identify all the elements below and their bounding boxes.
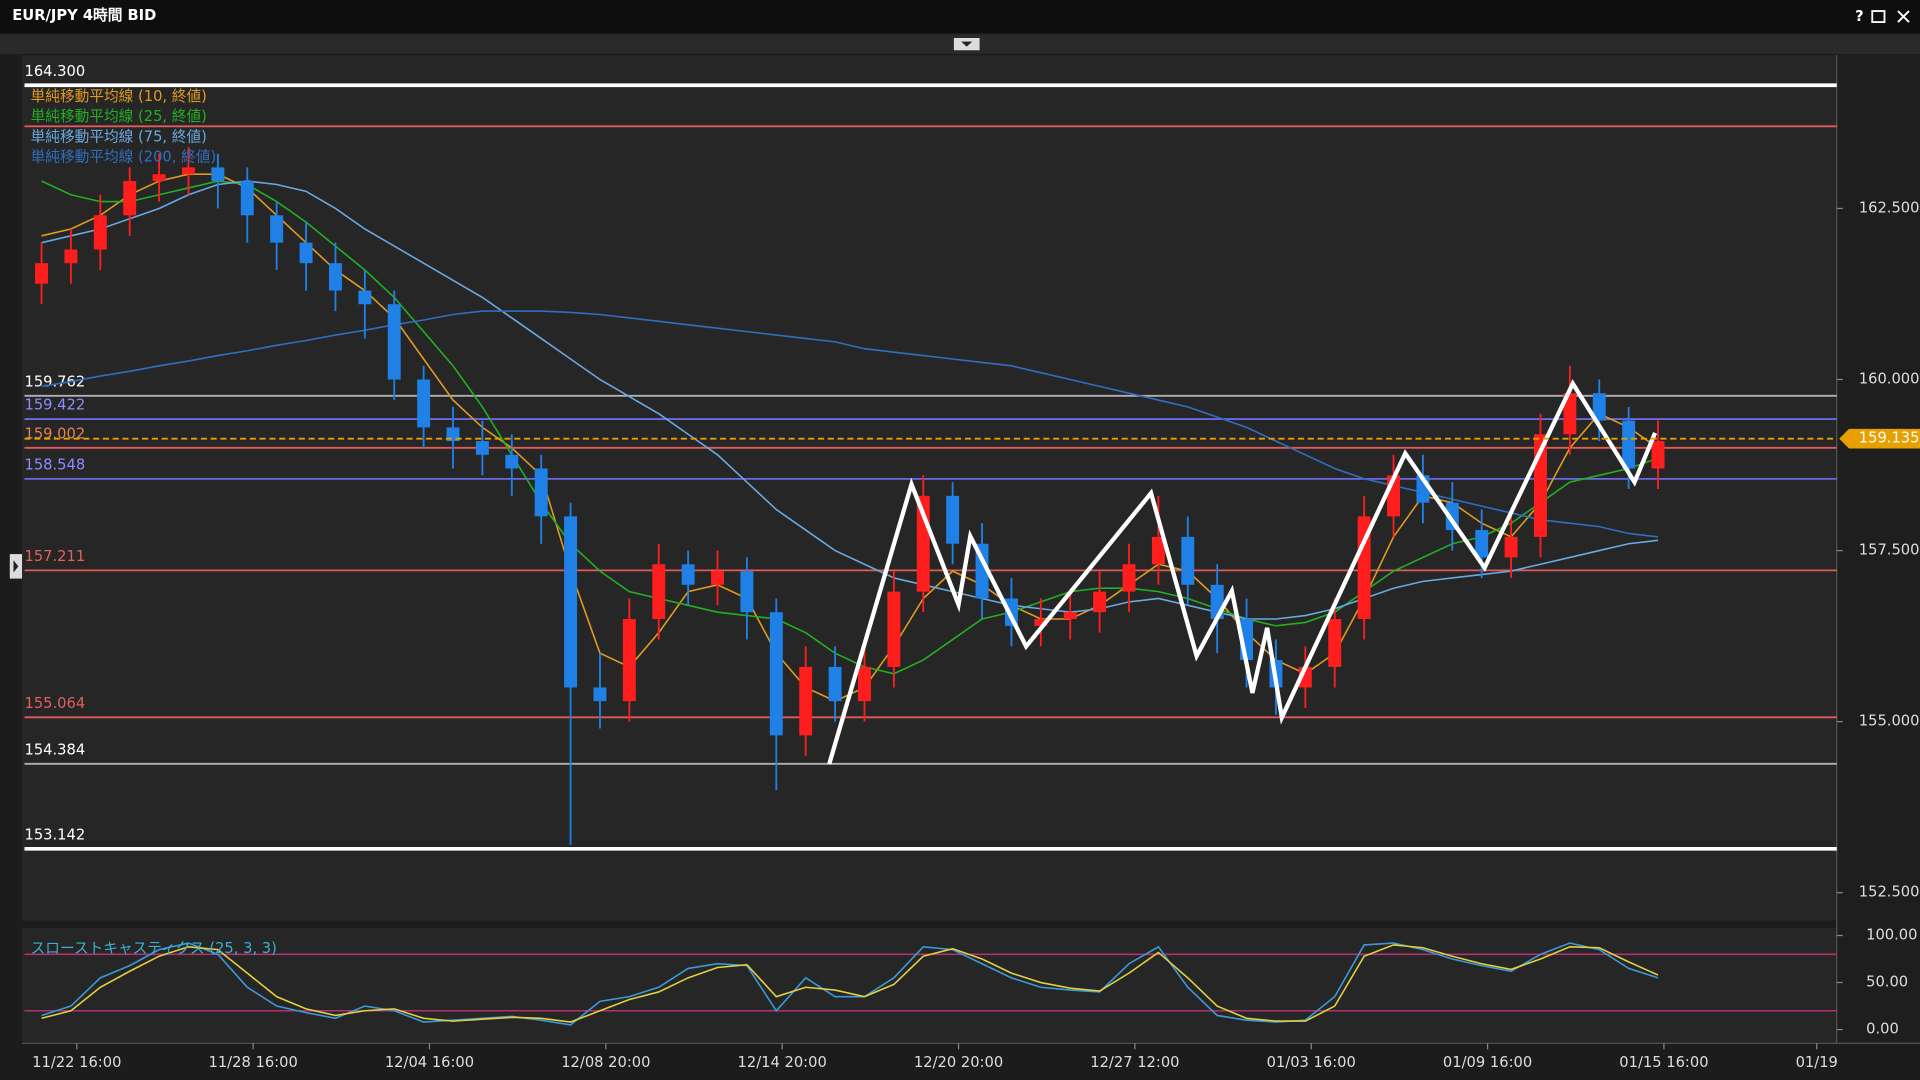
candle-body [769,612,783,736]
candle-body [681,564,695,585]
legend-entry: 単純移動平均線 (75, 終値) [31,128,207,145]
y-tick-label: 152.500 [1859,884,1920,901]
candle-body [799,666,813,736]
level-label: 164.300 [24,63,85,80]
legend-entry: 単純移動平均線 (25, 終値) [31,108,207,125]
candle-body [1034,619,1048,626]
window-title: EUR/JPY 4時間 BID [12,6,156,24]
x-tick-label: 01/15 16:00 [1619,1054,1708,1071]
close-button[interactable] [1897,10,1910,23]
level-label: 159.762 [24,373,85,390]
candle-body [858,666,871,702]
candle-body [475,441,489,455]
candle-body [711,571,724,585]
right-axis [1836,55,1920,1044]
stochastic-tick-label: 0.00 [1866,1021,1899,1038]
candle-body [1063,612,1077,620]
candle-body [887,591,901,667]
candle-body [1475,530,1489,558]
candle-body [64,249,78,264]
side-handle-arrow [13,560,19,573]
candle-body [505,454,519,469]
candle-body [387,304,401,380]
candle-body [1622,420,1636,469]
candle-body [299,242,313,264]
candle-body [182,167,195,175]
x-tick-label: 11/22 16:00 [32,1054,121,1071]
stochastic-title: スローストキャスティクス (25, 3, 3) [31,940,277,957]
candle-body [1563,393,1577,435]
x-tick-label: 12/04 16:00 [385,1054,474,1071]
candle-body [1181,536,1195,585]
candle-body [534,468,548,517]
x-tick-label: 11/28 16:00 [209,1054,298,1071]
candle-body [1122,564,1136,592]
moving-average [41,180,1659,675]
candle-body [1357,516,1371,620]
candle-body [328,263,342,291]
candle-body [1004,598,1018,626]
candle-body [93,215,107,250]
stochastic-line [41,944,1659,1023]
stochastic-tick-label: 50.00 [1866,974,1908,991]
legend-entry: 単純移動平均線 (10, 終値) [31,88,207,105]
candle-body [417,379,431,428]
y-tick-label: 160.000 [1859,371,1920,388]
help-button[interactable]: ? [1855,8,1864,25]
y-tick-label: 155.000 [1859,713,1920,730]
candle-body [740,571,754,613]
level-label: 157.211 [24,548,85,565]
candle-body [1651,441,1665,469]
legend-entry: 単純移動平均線 (200, 終値) [31,149,217,166]
zigzag-line [827,379,1658,765]
candle-body [123,181,137,216]
stochastic-tick-label: 100.00 [1866,927,1917,944]
x-tick-label: 01/09 16:00 [1443,1054,1532,1071]
collapse-arrow [961,41,973,47]
x-tick-label: 12/27 12:00 [1090,1054,1179,1071]
candle-body [240,181,254,216]
candle-body [564,516,578,688]
y-tick-label: 162.500 [1859,199,1920,216]
candle-body [446,427,460,442]
x-tick-label: 01/03 16:00 [1267,1054,1356,1071]
candle-body [35,263,49,284]
y-tick-label: 157.500 [1859,542,1920,559]
last-price-box [1839,428,1920,449]
candle-body [358,290,372,305]
maximize-button[interactable] [1871,10,1886,23]
stochastic-line [41,942,1659,1026]
x-tick-label: 12/20 20:00 [914,1054,1003,1071]
candle-body [1151,536,1165,565]
x-tick-label: 01/19 [1796,1054,1838,1071]
level-label: 158.548 [24,456,85,473]
level-label: 155.064 [24,695,85,712]
level-label: 153.142 [24,826,85,843]
level-label: 154.384 [24,741,85,758]
candle-body [270,215,284,243]
level-label: 159.002 [24,425,85,442]
level-label: 159.422 [24,397,85,414]
candle-body [1093,591,1107,613]
candle-body [211,167,225,182]
candle-body [946,495,960,544]
candle-body [1504,536,1518,558]
last-price-label: 159.135 [1859,430,1920,447]
candle-body [152,174,166,182]
candle-body [828,666,842,702]
x-tick-label: 12/08 20:00 [561,1054,650,1071]
price-panel [22,55,1837,921]
x-tick-label: 12/14 20:00 [738,1054,827,1071]
candle-body [1328,619,1342,667]
title-bar [0,0,1920,34]
candle-body [1592,393,1606,421]
candle-body [652,564,666,620]
candle-body [593,687,607,702]
moving-average [41,180,1659,620]
candle-body [622,619,636,702]
